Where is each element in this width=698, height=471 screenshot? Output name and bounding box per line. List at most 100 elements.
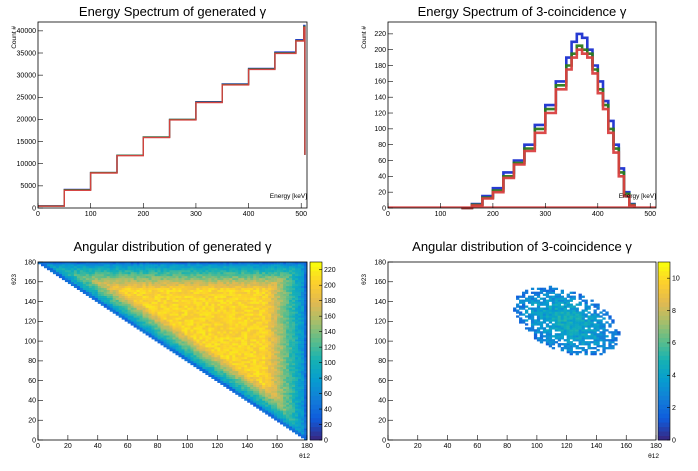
heatmap-cell [205, 364, 209, 368]
heatmap-cell [259, 303, 263, 306]
heatmap-cell [202, 301, 206, 304]
heatmap-cell [229, 341, 233, 344]
chart-title: Angular distribution of 3-coincidence γ [412, 239, 632, 254]
heatmap-cell [289, 263, 293, 267]
heatmap-cell [298, 333, 302, 336]
heatmap-cell [247, 339, 251, 342]
heatmap-cell [289, 414, 293, 417]
heatmap-cell [208, 347, 212, 350]
heatmap-cell [283, 301, 287, 304]
heatmap-cell [91, 287, 96, 290]
heatmap-cell [229, 356, 233, 360]
heatmap-cell [109, 307, 114, 310]
heatmap-cell [304, 390, 308, 393]
heatmap-cell [178, 301, 182, 304]
heatmap-cell [301, 323, 305, 326]
heatmap-cell [587, 305, 591, 308]
heatmap-cell [94, 295, 99, 298]
heatmap-cell [94, 267, 99, 271]
heatmap-cell [103, 275, 108, 279]
heatmap-cell [289, 262, 293, 265]
heatmap-cell [277, 398, 281, 401]
heatmap-cell [169, 319, 173, 322]
heatmap-cell [271, 416, 275, 419]
heatmap-cell [554, 307, 559, 310]
heatmap-cell [560, 295, 564, 298]
heatmap-cell [289, 267, 293, 271]
heatmap-cell [124, 291, 128, 294]
heatmap-cell [557, 309, 562, 312]
heatmap-cell [274, 339, 278, 342]
heatmap-cell [265, 370, 269, 374]
heatmap-cell [217, 331, 221, 334]
heatmap-cell [274, 277, 278, 281]
heatmap-cell [262, 319, 266, 322]
heatmap-cell [172, 323, 176, 326]
palette-segment [658, 266, 670, 272]
palette-segment [658, 422, 670, 428]
heatmap-cell [184, 321, 188, 324]
heatmap-cell [124, 317, 128, 320]
heatmap-cell [286, 378, 290, 381]
heatmap-cell [226, 327, 230, 330]
heatmap-cell [190, 333, 194, 336]
heatmap-cell [271, 335, 275, 338]
heatmap-cell [250, 394, 254, 397]
heatmap-cell [256, 368, 260, 372]
heatmap-cell [253, 352, 257, 356]
heatmap-cell [238, 291, 242, 294]
heatmap-cell [274, 283, 278, 287]
heatmap-cell [298, 354, 302, 358]
heatmap-cell [265, 325, 269, 328]
heatmap-cell [61, 265, 66, 269]
heatmap-cell [130, 323, 134, 326]
heatmap-cell [211, 343, 215, 346]
heatmap-cell [211, 311, 215, 314]
heatmap-cell [133, 285, 137, 289]
heatmap-cell [205, 358, 209, 362]
heatmap-cell [118, 263, 122, 267]
heatmap-cell [262, 390, 266, 393]
series-line-2 [461, 48, 636, 210]
heatmap-cell [133, 299, 137, 302]
heatmap-cell [274, 335, 278, 338]
heatmap-cell [265, 262, 269, 265]
heatmap-cell [298, 352, 302, 356]
heatmap-cell [554, 287, 559, 290]
heatmap-cell [235, 305, 239, 308]
heatmap-cell [286, 392, 290, 395]
heatmap-cell [199, 354, 203, 358]
heatmap-cell [298, 382, 302, 385]
heatmap-cell [244, 364, 248, 368]
heatmap-cell [283, 335, 287, 338]
heatmap-cell [157, 301, 161, 304]
heatmap-cell [244, 341, 248, 344]
heatmap-cell [223, 263, 227, 267]
heatmap-cell [211, 287, 215, 290]
heatmap-cell [238, 347, 242, 350]
palette-segment [658, 368, 670, 374]
heatmap-cell [133, 289, 137, 292]
heatmap-cell [530, 297, 535, 300]
heatmap-cell [274, 301, 278, 304]
heatmap-cell [277, 386, 281, 389]
heatmap-cell [259, 295, 263, 298]
heatmap-cell [124, 297, 128, 300]
heatmap-cell [196, 335, 200, 338]
heatmap-cell [238, 368, 242, 372]
heatmap-cell [304, 388, 308, 391]
heatmap-cell [178, 349, 182, 352]
series-line-0 [38, 24, 306, 207]
heatmap-cell [214, 358, 218, 362]
heatmap-cell [268, 305, 272, 308]
heatmap-cell [274, 384, 278, 387]
heatmap-cell [142, 293, 146, 296]
heatmap-cell [118, 277, 122, 281]
heatmap-cell [557, 323, 562, 326]
heatmap-cell [166, 329, 170, 332]
heatmap-cell [253, 279, 257, 283]
heatmap-cell [223, 311, 227, 314]
heatmap-cell [280, 366, 284, 370]
heatmap-cell [229, 380, 233, 383]
heatmap-cell [554, 293, 559, 296]
